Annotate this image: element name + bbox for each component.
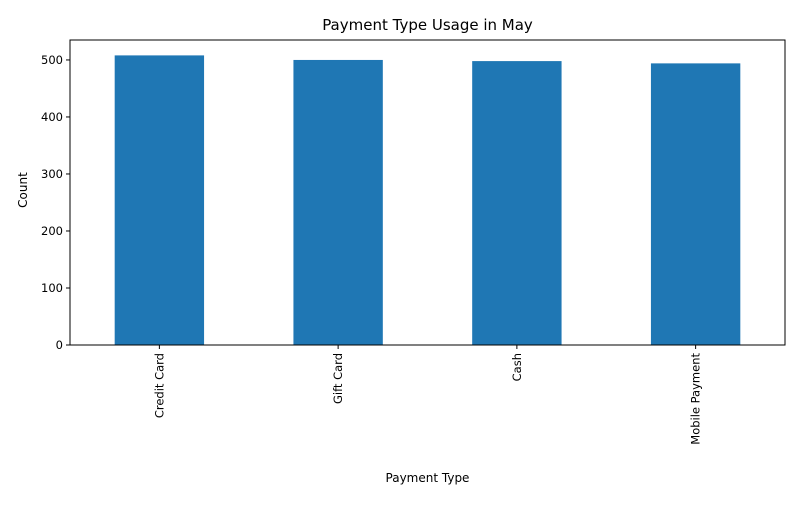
bar <box>472 61 562 346</box>
x-tick-label: Credit Card <box>152 353 166 418</box>
y-axis-label: Count <box>16 172 30 208</box>
y-tick-label: 300 <box>41 167 63 181</box>
bar <box>650 63 741 345</box>
y-tick-label: 500 <box>41 53 63 67</box>
y-tick-label: 400 <box>41 110 63 124</box>
y-tick-label: 0 <box>56 338 63 352</box>
chart-title: Payment Type Usage in May <box>322 16 533 34</box>
x-tick-label: Gift Card <box>331 353 345 404</box>
y-tick-label: 100 <box>41 281 63 295</box>
plot-area: 0 100 200 300 400 500 Credit Card Gift Card Cash… <box>41 39 786 445</box>
plot-frame <box>69 39 786 346</box>
x-tick-label: Mobile Payment <box>689 353 703 445</box>
bar <box>293 59 383 345</box>
x-axis-label: Payment Type <box>386 471 470 485</box>
x-tick-label: Cash <box>510 353 524 381</box>
y-tick-label: 200 <box>41 224 63 238</box>
bar <box>114 55 205 346</box>
